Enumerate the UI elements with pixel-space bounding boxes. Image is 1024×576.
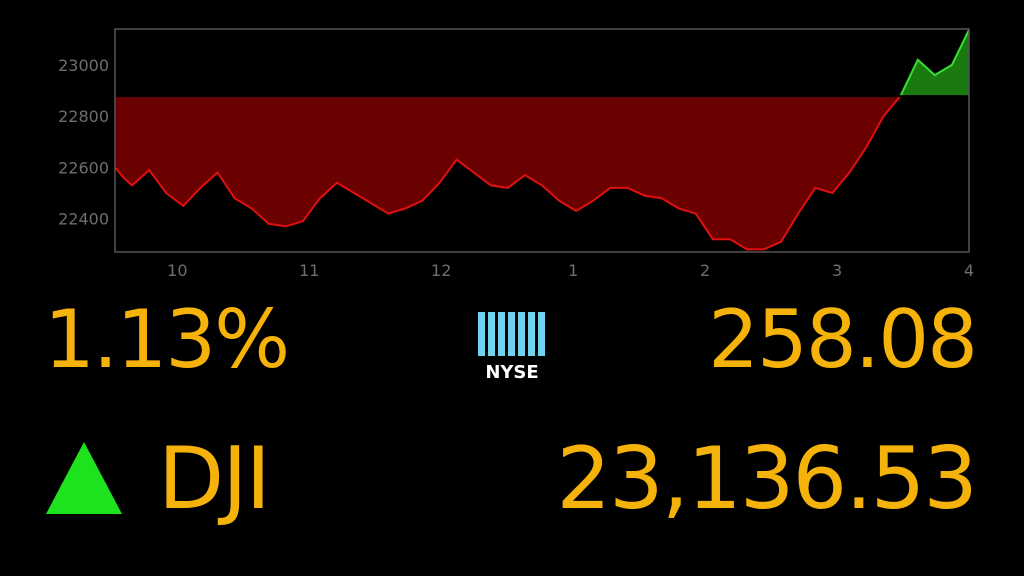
point-change: 258.08 — [708, 293, 978, 386]
y-tick-label: 22800 — [58, 107, 109, 126]
plot-frame — [114, 28, 970, 253]
x-axis-ticks: 10 11 12 1 2 3 4 — [167, 261, 974, 280]
x-tick-label: 4 — [964, 261, 974, 280]
x-tick-label: 10 — [167, 261, 187, 280]
x-tick-label: 1 — [568, 261, 578, 280]
nyse-logo-icon — [478, 312, 545, 356]
up-triangle-icon — [46, 442, 122, 514]
y-axis-ticks: 22400 22600 22800 23000 — [58, 56, 109, 229]
y-tick-label: 23000 — [58, 56, 109, 75]
below-baseline-line — [114, 95, 902, 251]
above-baseline-area — [900, 30, 969, 97]
x-tick-label: 3 — [832, 261, 842, 280]
index-ticker: DJI — [158, 429, 271, 529]
below-baseline-area — [115, 96, 901, 250]
y-tick-label: 22400 — [58, 210, 109, 229]
x-tick-label: 12 — [431, 261, 451, 280]
percent-change: 1.13% — [44, 293, 290, 386]
nyse-logo-text: NYSE — [485, 362, 539, 383]
x-tick-label: 2 — [700, 261, 710, 280]
y-tick-label: 22600 — [58, 158, 109, 177]
x-tick-label: 11 — [299, 261, 319, 280]
index-value: 23,136.53 — [556, 429, 978, 529]
